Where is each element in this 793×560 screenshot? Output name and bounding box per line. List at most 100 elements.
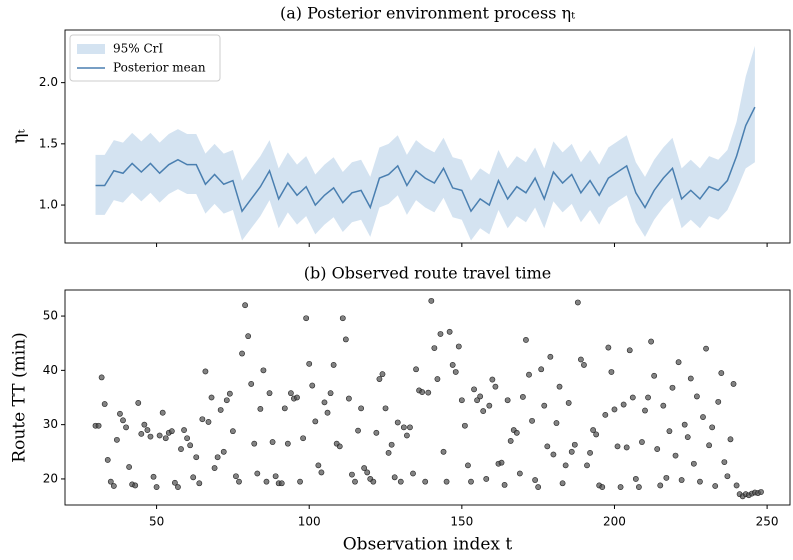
observation-point	[196, 480, 203, 487]
observation-point	[330, 362, 337, 368]
observation-point	[480, 408, 487, 414]
observation-point	[565, 400, 572, 406]
observation-point	[242, 302, 249, 309]
observation-point	[345, 395, 352, 402]
observation-point	[284, 440, 291, 447]
observation-point	[446, 328, 453, 335]
observation-point	[577, 356, 584, 363]
observation-point	[361, 465, 368, 471]
observation-point	[190, 474, 197, 481]
observation-point	[260, 367, 267, 374]
observation-point	[715, 398, 722, 405]
observation-point	[214, 454, 221, 461]
observation-point	[693, 393, 700, 400]
observation-point	[425, 389, 432, 396]
x-tick-label: 200	[603, 515, 626, 529]
x-tick-label: 250	[756, 515, 779, 529]
observation-point	[126, 464, 133, 470]
y-tick-label: 20	[43, 471, 58, 485]
observation-point	[410, 470, 416, 477]
observation-point	[113, 436, 120, 443]
observation-point	[388, 441, 395, 448]
observation-point	[440, 448, 447, 455]
observation-point	[205, 419, 212, 425]
observation-point	[712, 483, 719, 489]
observation-point	[336, 443, 343, 450]
observation-point	[257, 406, 264, 412]
observation-point	[574, 299, 581, 306]
observation-point	[718, 370, 725, 376]
observation-point	[617, 484, 624, 490]
observation-point	[120, 417, 126, 424]
observation-point	[168, 428, 175, 435]
observation-point	[144, 427, 151, 433]
observation-point	[706, 442, 713, 449]
observation-point	[132, 482, 139, 489]
observation-point	[504, 397, 511, 404]
observation-point	[501, 482, 508, 488]
observation-point	[309, 382, 316, 389]
subplot-title: (b) Observed route travel time	[304, 264, 551, 283]
observation-point	[584, 462, 590, 469]
observation-point	[568, 448, 575, 455]
observation-point	[587, 449, 593, 456]
observation-point	[626, 347, 633, 354]
observation-point	[202, 368, 209, 375]
observation-point	[217, 407, 224, 413]
observation-point	[559, 480, 566, 487]
observation-point	[431, 345, 438, 351]
observation-point	[101, 401, 108, 407]
observation-point	[226, 390, 233, 397]
y-tick-label: 40	[43, 363, 58, 377]
observation-point	[306, 360, 313, 367]
observation-point	[654, 446, 661, 452]
observation-point	[571, 441, 578, 448]
observation-point	[254, 470, 261, 477]
observation-point	[492, 383, 499, 390]
observation-point	[324, 409, 331, 416]
observation-point	[700, 414, 706, 420]
legend-label: Posterior mean	[113, 61, 206, 75]
observation-point	[245, 333, 252, 340]
observation-point	[663, 474, 670, 481]
observation-point	[321, 399, 328, 406]
observation-point	[428, 297, 435, 304]
observation-point	[507, 438, 514, 444]
observation-point	[318, 469, 325, 476]
observation-point	[489, 376, 496, 383]
observation-point	[611, 406, 618, 413]
observation-point	[632, 476, 639, 482]
observation-point	[123, 424, 129, 431]
observation-point	[526, 371, 532, 378]
observation-point	[703, 345, 709, 352]
observation-point	[104, 457, 111, 463]
observation-point	[397, 478, 404, 485]
observation-point	[455, 343, 462, 350]
observation-point	[315, 462, 322, 469]
observation-point	[523, 337, 529, 343]
observation-point	[269, 439, 276, 445]
observation-point	[339, 315, 346, 322]
observation-point	[550, 451, 557, 458]
observation-point	[229, 428, 236, 435]
observation-point	[379, 371, 386, 378]
observation-point	[419, 389, 426, 395]
observation-point	[730, 381, 737, 387]
observation-point	[544, 443, 551, 450]
observation-point	[403, 432, 410, 439]
observation-point	[373, 429, 380, 436]
y-tick-label: 2.0	[39, 75, 58, 89]
observation-point	[562, 462, 569, 469]
observation-point	[657, 482, 664, 489]
observation-point	[376, 376, 383, 382]
observation-point	[669, 384, 676, 391]
observation-point	[471, 386, 477, 393]
observation-point	[342, 336, 349, 343]
observation-point	[443, 478, 450, 485]
axes-frame	[64, 289, 791, 506]
observation-point	[602, 411, 609, 418]
observation-point	[519, 394, 526, 400]
observation-point	[434, 376, 441, 382]
observation-point	[483, 476, 490, 482]
observation-point	[178, 446, 184, 452]
